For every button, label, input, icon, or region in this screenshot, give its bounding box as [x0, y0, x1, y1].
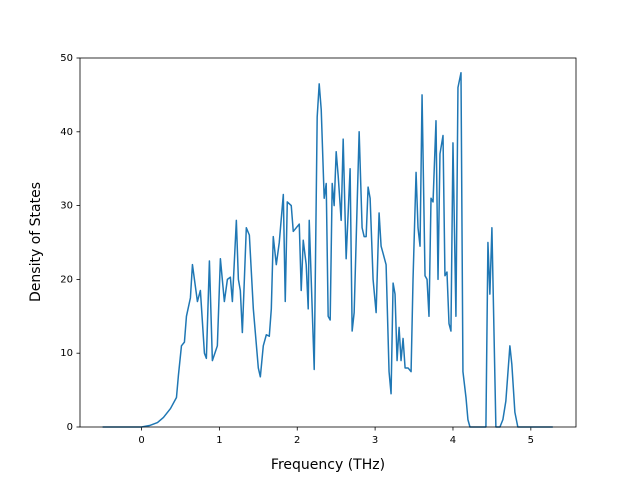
- y-axis-label: Density of States: [28, 182, 44, 302]
- x-tick-label: 4: [450, 435, 456, 446]
- y-tick-label: 50: [60, 53, 73, 64]
- x-tick-label: 3: [372, 435, 378, 446]
- data-line: [102, 72, 553, 428]
- x-tick-label: 1: [216, 435, 222, 446]
- y-tick-label: 40: [60, 127, 73, 138]
- y-tick-label: 10: [60, 348, 73, 359]
- x-tick-label: 5: [528, 435, 534, 446]
- x-tick-label: 2: [294, 435, 300, 446]
- y-tick-label: 30: [60, 201, 73, 212]
- y-tick-label: 0: [67, 422, 73, 433]
- x-axis-label: Frequency (THz): [271, 457, 385, 473]
- x-tick-label: 0: [138, 435, 144, 446]
- plot-frame: [79, 57, 577, 428]
- y-tick-label: 20: [60, 274, 73, 285]
